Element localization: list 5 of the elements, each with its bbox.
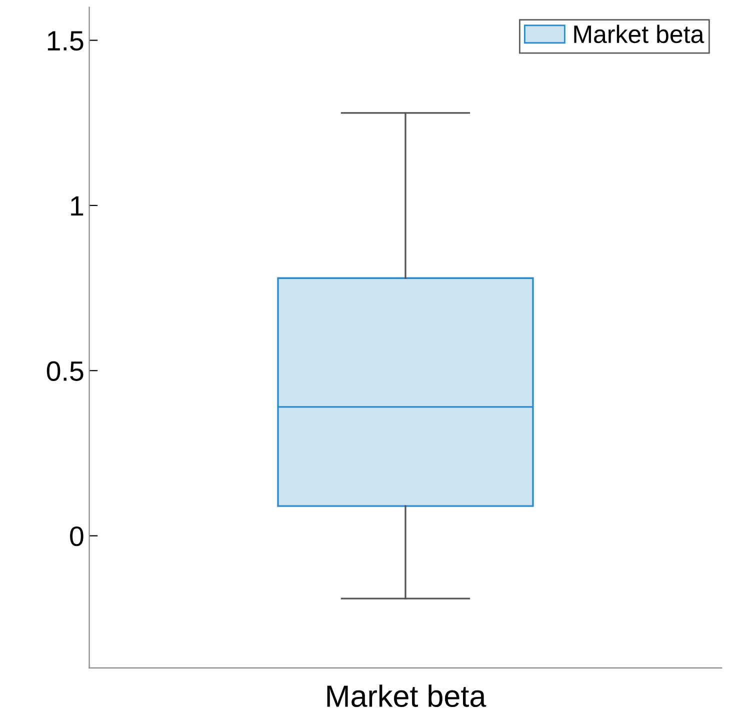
- y-tick-label: 1: [71, 196, 84, 216]
- y-tick-label: 1.5: [48, 31, 84, 51]
- y-tick-label: 0: [70, 526, 84, 546]
- legend-label: Market beta: [574, 24, 704, 44]
- y-tick-label: 0.5: [46, 361, 84, 381]
